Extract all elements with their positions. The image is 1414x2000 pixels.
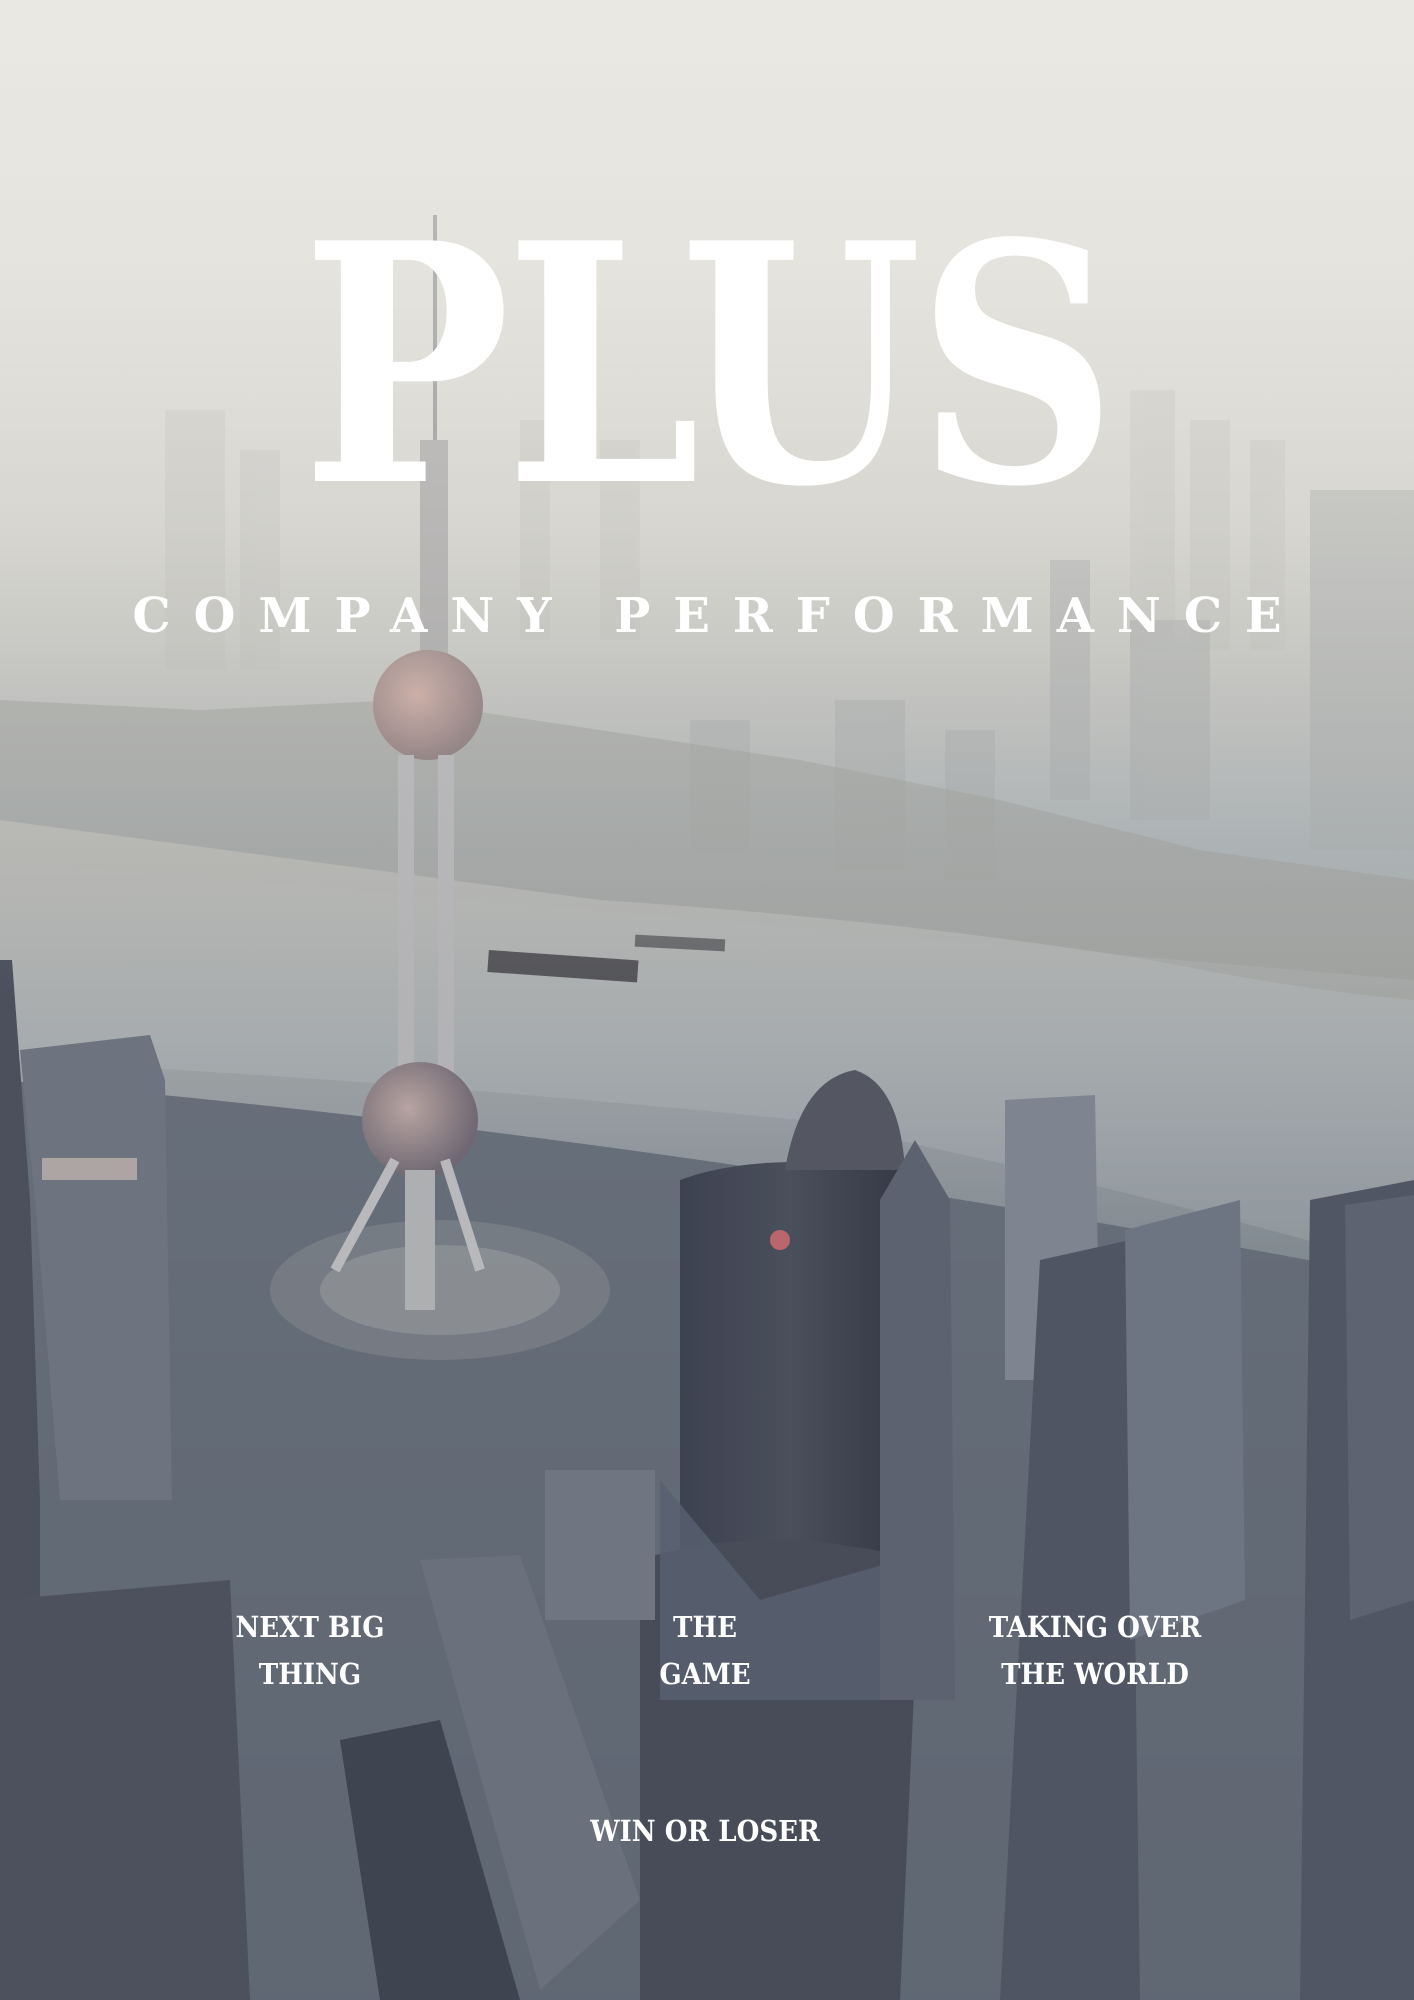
tagline-next-big-thing: NEXT BIG THING bbox=[235, 1610, 385, 1691]
tagline-taking-over-the-world: TAKING OVER THE WORLD bbox=[988, 1610, 1202, 1691]
cover-title: PLUS bbox=[302, 171, 1117, 559]
cover-subtitle: COMPANY PERFORMANCE bbox=[132, 588, 1305, 644]
tagline-the-game: THE GAME bbox=[659, 1610, 751, 1691]
tagline-win-or-loser: WIN OR LOSER bbox=[590, 1814, 820, 1848]
